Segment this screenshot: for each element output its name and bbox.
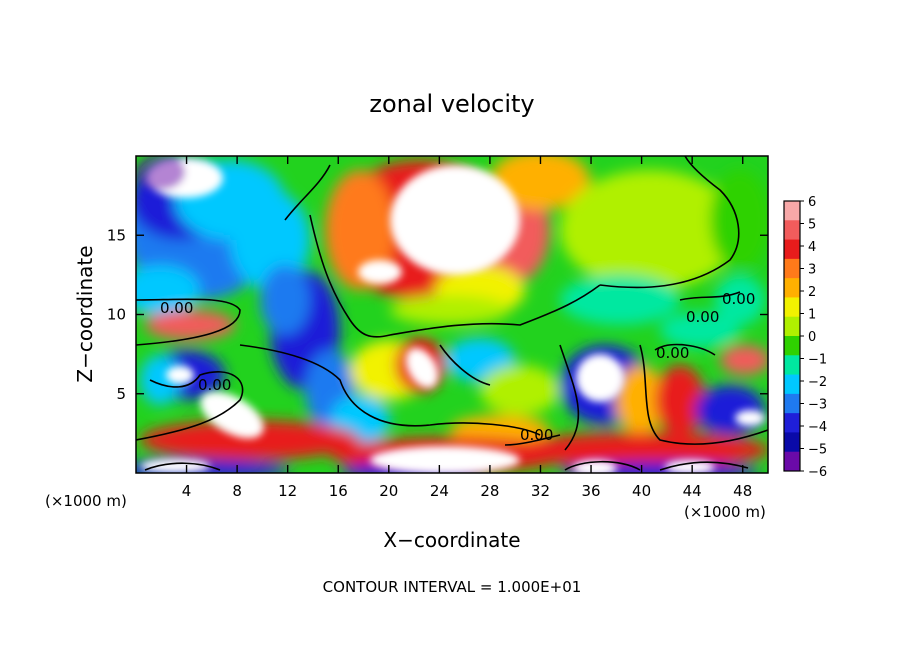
colorbar-swatch xyxy=(784,451,800,472)
contour-label: 0.00 xyxy=(722,290,755,308)
contour-label: 0.00 xyxy=(656,344,689,362)
colorbar-tick-label: 3 xyxy=(808,263,816,278)
x-tick-label: 24 xyxy=(430,482,449,500)
colorbar-swatch xyxy=(784,239,800,260)
colorbar-tick-label: 2 xyxy=(808,285,816,300)
x-tick-label: 48 xyxy=(733,482,752,500)
colorbar-tick-label: −4 xyxy=(808,420,827,435)
colorbar-tick-label: 0 xyxy=(808,330,816,345)
zero-contours xyxy=(136,156,768,471)
colorbar-swatch xyxy=(784,278,800,298)
x-tick-label: 4 xyxy=(182,482,192,500)
colorbar-swatch xyxy=(784,355,800,376)
y-axis-label: Z−coordinate xyxy=(73,245,97,382)
colorbar-swatch xyxy=(784,297,800,318)
x-tick-label: 44 xyxy=(683,482,702,500)
contour-label: 0.00 xyxy=(520,426,553,444)
colorbar-tick-label: −2 xyxy=(808,375,827,390)
colorbar-tick-label: −5 xyxy=(808,443,827,458)
contour-label: 0.00 xyxy=(198,376,231,394)
x-tick-label: 28 xyxy=(480,482,499,500)
colorbar-tick-label: 4 xyxy=(808,240,816,255)
colorbar-tick-label: 1 xyxy=(808,308,816,323)
colorbar-swatch xyxy=(784,220,800,241)
x-tick-label: 12 xyxy=(278,482,297,500)
y-scale-note: (×1000 m) xyxy=(45,492,127,510)
x-scale-note: (×1000 m) xyxy=(684,503,766,521)
x-tick-label: 36 xyxy=(581,482,600,500)
contour-interval-note: CONTOUR INTERVAL = 1.000E+01 xyxy=(323,578,582,596)
x-tick-label: 8 xyxy=(232,482,242,500)
colorbar-swatch xyxy=(784,413,800,433)
colorbar-swatch xyxy=(784,336,800,356)
colorbar: 6 5 4 3 2 1 0 −1 −2 −3 −4 −5 −6 xyxy=(783,195,827,480)
colorbar-tick-label: 5 xyxy=(808,218,816,233)
y-tick-label: 5 xyxy=(116,385,126,403)
y-axis: 5 10 15 xyxy=(107,226,768,403)
colorbar-swatch xyxy=(784,393,800,414)
contour-label: 0.00 xyxy=(160,299,193,317)
x-axis-label: X−coordinate xyxy=(383,528,520,552)
colorbar-swatch xyxy=(784,432,800,453)
x-tick-label: 20 xyxy=(379,482,398,500)
colorbar-tick-label: −6 xyxy=(808,465,827,480)
y-tick-label: 15 xyxy=(107,226,126,244)
chart-title: zonal velocity xyxy=(369,90,534,118)
x-axis: 4 8 12 16 20 24 28 32 36 40 44 48 xyxy=(182,156,752,500)
colorbar-swatch xyxy=(784,374,800,395)
colorbar-swatch xyxy=(784,258,800,279)
contour-label: 0.00 xyxy=(686,308,719,326)
colorbar-tick-label: 6 xyxy=(808,195,816,210)
x-tick-label: 16 xyxy=(329,482,348,500)
colorbar-swatch xyxy=(784,201,800,221)
colorbar-tick-label: −3 xyxy=(808,398,827,413)
y-tick-label: 10 xyxy=(107,306,126,324)
contour-labels: 0.00 0.00 0.00 0.00 0.00 0.00 xyxy=(160,290,755,444)
heatmap-field xyxy=(136,156,768,473)
colorbar-swatch xyxy=(784,316,800,337)
colorbar-tick-label: −1 xyxy=(808,353,827,368)
x-tick-label: 40 xyxy=(632,482,651,500)
x-tick-label: 32 xyxy=(531,482,550,500)
